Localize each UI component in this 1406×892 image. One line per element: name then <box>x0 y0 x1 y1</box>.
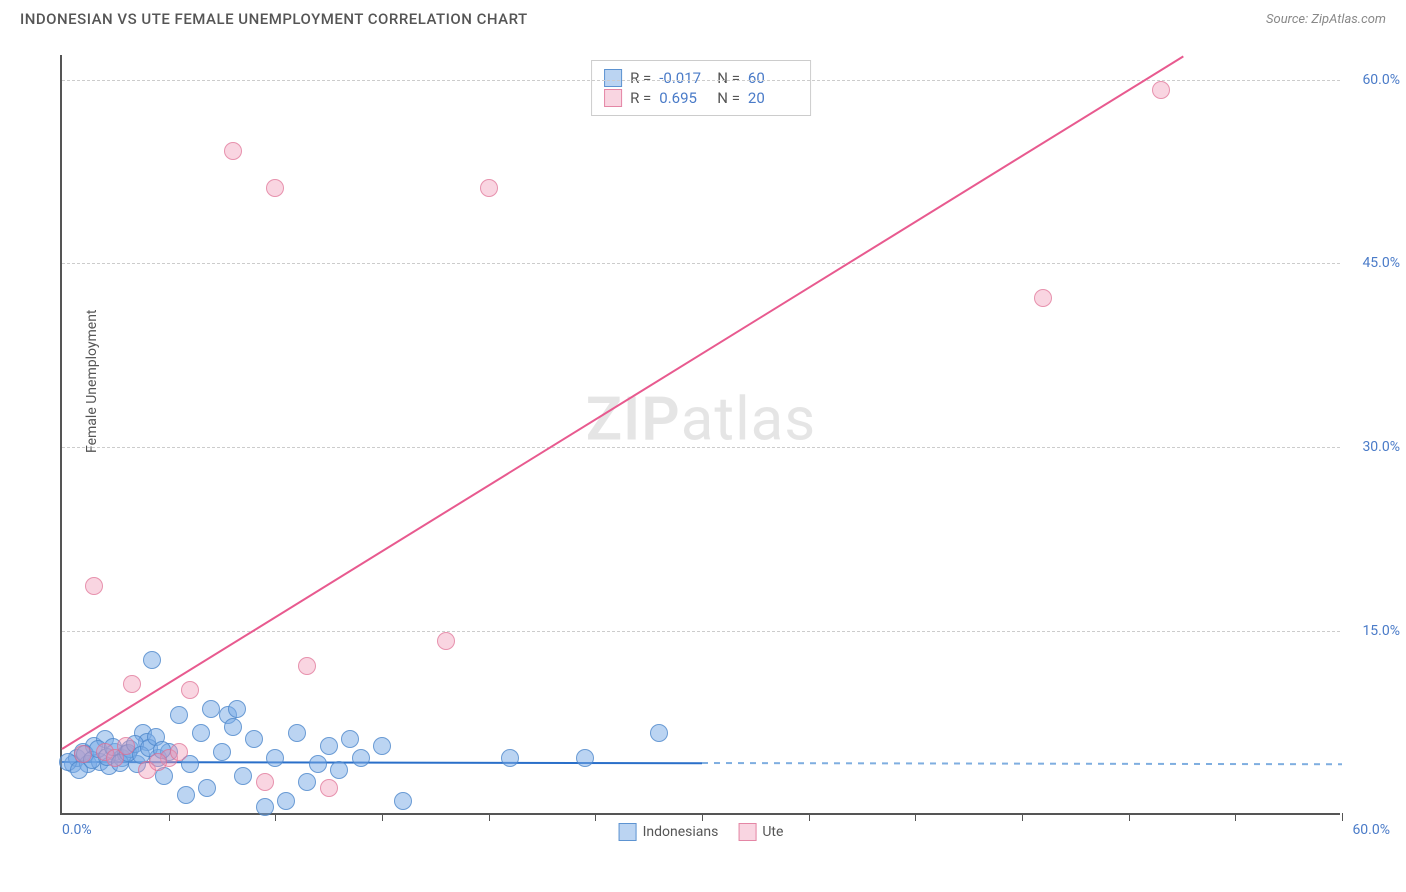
x-tick <box>702 813 703 821</box>
legend-n-label: N = <box>717 89 740 107</box>
legend-item: Ute <box>738 823 783 841</box>
legend-item: Indonesians <box>619 823 719 841</box>
chart-title: INDONESIAN VS UTE FEMALE UNEMPLOYMENT CO… <box>20 10 528 28</box>
gridline <box>62 447 1340 448</box>
x-tick <box>1235 813 1236 821</box>
legend-swatch <box>738 823 756 841</box>
y-tick-label: 60.0% <box>1362 72 1400 88</box>
legend-series: Indonesians Ute <box>619 823 784 841</box>
data-point <box>198 779 216 797</box>
data-point <box>228 700 246 718</box>
data-point <box>1152 81 1170 99</box>
legend-n-label: N = <box>717 69 740 87</box>
legend-r-value: -0.017 <box>659 69 709 87</box>
x-axis-min-label: 0.0% <box>62 822 92 838</box>
data-point <box>298 773 316 791</box>
data-point <box>298 657 316 675</box>
data-point <box>213 743 231 761</box>
data-point <box>170 706 188 724</box>
y-tick-label: 15.0% <box>1362 623 1400 639</box>
data-point <box>224 142 242 160</box>
chart-container: Female Unemployment ZIPatlas R =-0.017N … <box>50 45 1390 845</box>
x-tick <box>1342 813 1343 821</box>
legend-n-value: 20 <box>748 89 798 107</box>
data-point <box>341 730 359 748</box>
x-tick <box>915 813 916 821</box>
y-tick-label: 45.0% <box>1362 255 1400 271</box>
data-point <box>234 767 252 785</box>
data-point <box>202 700 220 718</box>
x-tick <box>382 813 383 821</box>
data-point <box>320 737 338 755</box>
legend-swatch <box>619 823 637 841</box>
x-tick <box>809 813 810 821</box>
data-point <box>437 632 455 650</box>
data-point <box>501 749 519 767</box>
x-tick <box>169 813 170 821</box>
x-tick <box>595 813 596 821</box>
legend-r-label: R = <box>630 69 651 87</box>
data-point <box>480 179 498 197</box>
trend-line <box>702 762 1342 765</box>
x-tick <box>1129 813 1130 821</box>
data-point <box>143 651 161 669</box>
gridline <box>62 263 1340 264</box>
data-point <box>1034 289 1052 307</box>
data-point <box>330 761 348 779</box>
data-point <box>352 749 370 767</box>
x-tick <box>1022 813 1023 821</box>
y-tick-label: 30.0% <box>1362 439 1400 455</box>
data-point <box>181 681 199 699</box>
legend-row: R = 0.695 N = 20 <box>604 89 798 107</box>
gridline <box>62 80 1340 81</box>
data-point <box>266 179 284 197</box>
x-tick <box>275 813 276 821</box>
data-point <box>650 724 668 742</box>
plot-area: ZIPatlas R =-0.017N =60R =0.695N =20 0.0… <box>60 55 1340 815</box>
x-axis-max-label: 60.0% <box>1352 822 1390 838</box>
data-point <box>224 718 242 736</box>
data-point <box>170 743 188 761</box>
watermark: ZIPatlas <box>586 383 817 454</box>
data-point <box>245 730 263 748</box>
data-point <box>123 675 141 693</box>
data-point <box>288 724 306 742</box>
source-attribution: Source: ZipAtlas.com <box>1266 12 1386 27</box>
legend-row: R = -0.017 N = 60 <box>604 69 798 87</box>
data-point <box>85 577 103 595</box>
data-point <box>149 753 167 771</box>
legend-n-value: 60 <box>748 69 798 87</box>
data-point <box>266 749 284 767</box>
legend-label: Ute <box>762 824 783 840</box>
data-point <box>576 749 594 767</box>
data-point <box>256 798 274 816</box>
legend-r-label: R = <box>630 89 651 107</box>
legend-label: Indonesians <box>643 824 719 840</box>
legend-swatch <box>604 89 622 107</box>
legend-swatch <box>604 69 622 87</box>
data-point <box>309 755 327 773</box>
data-point <box>373 737 391 755</box>
data-point <box>277 792 295 810</box>
legend-r-value: 0.695 <box>659 89 709 107</box>
data-point <box>117 737 135 755</box>
data-point <box>74 745 92 763</box>
data-point <box>320 779 338 797</box>
data-point <box>394 792 412 810</box>
header: INDONESIAN VS UTE FEMALE UNEMPLOYMENT CO… <box>0 0 1406 38</box>
legend-correlation: R = -0.017 N = 60 R = 0.695 N = 20 <box>591 60 811 116</box>
data-point <box>177 786 195 804</box>
data-point <box>256 773 274 791</box>
x-tick <box>489 813 490 821</box>
data-point <box>192 724 210 742</box>
